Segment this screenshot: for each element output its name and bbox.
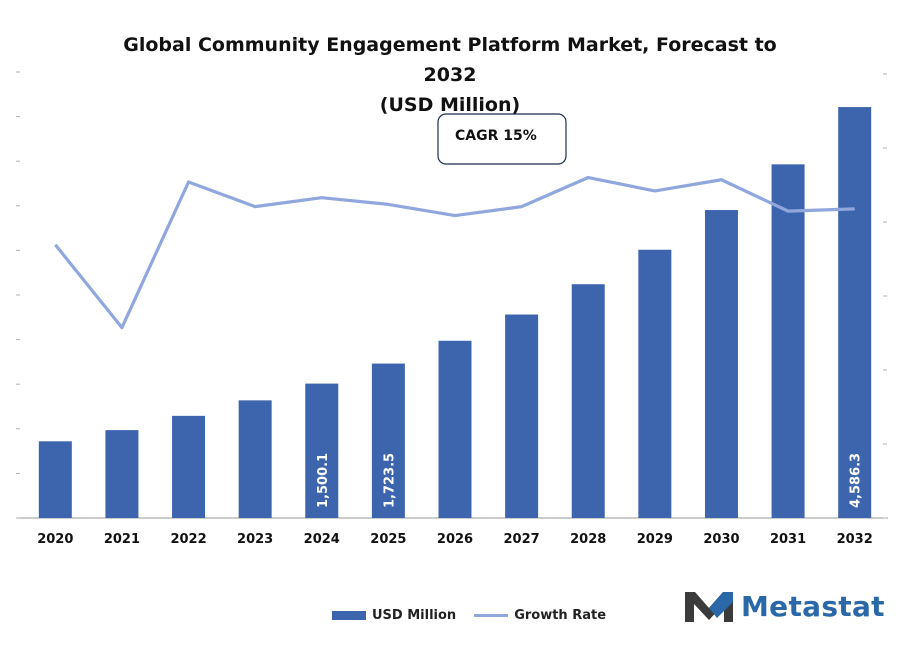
chart-legend: USD Million Growth Rate — [332, 608, 624, 623]
metastat-logo: Metastat — [683, 588, 885, 624]
cagr-box — [437, 113, 567, 165]
legend-swatch-line — [474, 614, 509, 617]
chart-title-line2: (USD Million) — [379, 94, 521, 116]
x-tick-label-2027: 2027 — [504, 532, 540, 547]
bar-2029 — [638, 249, 672, 518]
data-label-2024: 1,500.1 — [316, 453, 331, 508]
bar-2028 — [571, 284, 605, 518]
x-tick-label-2026: 2026 — [437, 532, 473, 547]
legend-label-growth-rate: Growth Rate — [514, 608, 607, 623]
x-tick-label-2020: 2020 — [37, 532, 73, 547]
x-tick-labels: 2020 2021 2022 2023 2024 2025 2026 2027 2028 2029… — [37, 532, 873, 547]
bar-2024 — [305, 383, 339, 518]
x-tick-label-2022: 2022 — [170, 532, 206, 547]
bar-2032 — [838, 107, 872, 519]
legend-item-usd-million: USD Million — [332, 608, 456, 623]
x-tick-label-2029: 2029 — [637, 532, 673, 547]
data-label-2025: 1,723.5 — [382, 453, 397, 508]
cagr-annotation: CAGR 15% — [437, 113, 567, 165]
legend-swatch-bar — [332, 611, 366, 620]
bar-2021 — [105, 430, 139, 518]
chart-title: Global Community Engagement Platform Mar… — [110, 30, 790, 120]
x-tick-label-2030: 2030 — [703, 532, 739, 547]
legend-label-usd-million: USD Million — [372, 608, 457, 623]
x-tick-label-2023: 2023 — [237, 532, 273, 547]
bar-2022 — [172, 415, 206, 518]
x-tick-label-2024: 2024 — [304, 532, 340, 547]
legend-item-growth-rate: Growth Rate — [474, 608, 606, 623]
x-tick-label-2021: 2021 — [104, 532, 140, 547]
chart-title-line1: Global Community Engagement Platform Mar… — [123, 34, 777, 86]
bar-2027 — [505, 314, 539, 518]
line-series — [54, 175, 855, 330]
x-tick-label-2031: 2031 — [770, 532, 806, 547]
bar-2023 — [238, 400, 272, 518]
x-tick-label-2032: 2032 — [837, 532, 873, 547]
growth-rate-line — [54, 175, 855, 330]
bar-2025 — [371, 363, 405, 518]
x-tick-label-2028: 2028 — [570, 532, 606, 547]
bar-2020 — [38, 441, 72, 518]
bar-2026 — [438, 340, 472, 518]
data-label-2032: 4,586.3 — [849, 453, 864, 508]
bar-series — [38, 107, 872, 519]
cagr-label: CAGR 15% — [455, 128, 537, 144]
data-labels: 1,500.1 1,723.5 4,586.3 — [316, 453, 864, 508]
metastat-m-logo-icon — [685, 592, 733, 622]
logo-text: Metastat — [741, 589, 885, 623]
x-tick-label-2025: 2025 — [370, 532, 406, 547]
bar-2030 — [704, 210, 738, 518]
bar-2031 — [771, 164, 805, 518]
